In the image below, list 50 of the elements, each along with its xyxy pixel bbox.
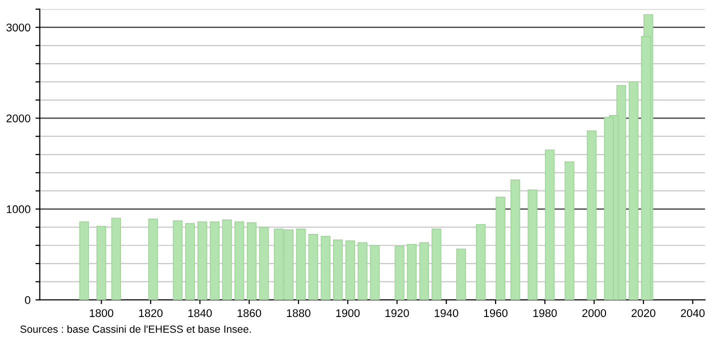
x-tick-label: 1880 xyxy=(286,309,310,318)
y-tick-label: 3000 xyxy=(6,24,30,32)
bar xyxy=(333,240,343,300)
bar xyxy=(296,228,306,300)
x-tick-label: 1800 xyxy=(90,309,114,318)
bar xyxy=(198,221,208,300)
bar xyxy=(222,220,232,300)
bar xyxy=(96,226,106,300)
y-tick-label: 1000 xyxy=(6,205,30,214)
bar xyxy=(528,190,538,300)
bar xyxy=(308,234,318,300)
x-tick-label: 2000 xyxy=(582,309,606,318)
y-tick-label: 0 xyxy=(24,296,30,304)
bar xyxy=(185,223,195,300)
bar xyxy=(358,242,368,300)
bar xyxy=(172,220,183,300)
bar xyxy=(456,248,466,300)
x-tick-label: 1900 xyxy=(336,309,360,318)
bar xyxy=(406,244,417,300)
x-tick-label: 1860 xyxy=(238,309,262,318)
bar xyxy=(510,180,520,300)
bar xyxy=(586,130,597,300)
x-tick-label: 2040 xyxy=(680,309,705,318)
bar xyxy=(394,246,404,300)
y-tick-label: 2000 xyxy=(6,114,30,122)
bar xyxy=(210,221,220,300)
x-tick-label: 2020 xyxy=(632,309,656,318)
source-note: Sources : base Cassini de l'EHESS et base Insee. xyxy=(20,325,251,333)
bar xyxy=(432,228,442,300)
bar xyxy=(370,244,380,300)
x-tick-label: 1980 xyxy=(533,309,557,318)
x-tick-label: 1960 xyxy=(484,309,508,318)
bar xyxy=(246,222,257,300)
bar xyxy=(111,218,121,300)
x-tick-label: 1820 xyxy=(139,309,163,318)
bar xyxy=(79,221,89,300)
bar xyxy=(628,81,638,300)
bar xyxy=(496,196,506,300)
x-tick-label: 1840 xyxy=(188,309,212,318)
bar xyxy=(564,161,574,300)
x-tick-label: 1940 xyxy=(434,309,458,318)
bar xyxy=(320,236,330,300)
x-tick-label: 1920 xyxy=(386,309,409,318)
bar xyxy=(419,242,429,300)
bar xyxy=(234,221,244,300)
bar xyxy=(345,240,356,300)
bar xyxy=(148,218,158,300)
bar xyxy=(259,226,269,300)
bar xyxy=(544,150,555,300)
bar xyxy=(476,224,486,300)
